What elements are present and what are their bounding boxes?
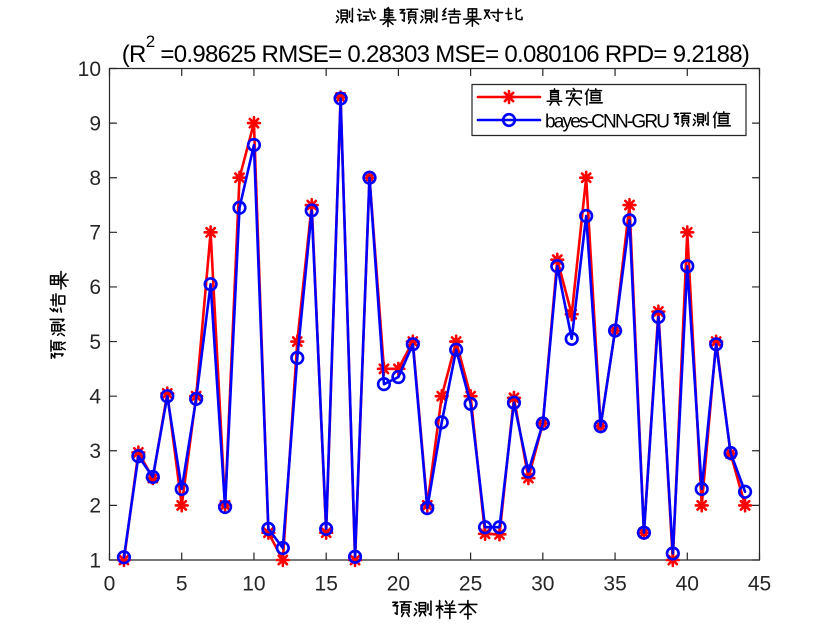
svg-text:5: 5	[176, 573, 188, 596]
svg-text:35: 35	[603, 573, 626, 596]
svg-text:25: 25	[459, 573, 482, 596]
svg-text:7: 7	[89, 222, 101, 245]
svg-text:3: 3	[89, 440, 101, 463]
svg-text:10: 10	[78, 58, 101, 81]
svg-text:bayes-CNN-GRU: bayes-CNN-GRU	[545, 111, 670, 132]
svg-text:5: 5	[89, 331, 101, 354]
svg-text:0: 0	[104, 573, 116, 596]
svg-text:40: 40	[676, 573, 699, 596]
svg-text:6: 6	[89, 276, 101, 299]
svg-text:4: 4	[89, 386, 101, 409]
svg-text:2: 2	[89, 495, 101, 518]
svg-text:30: 30	[531, 573, 554, 596]
svg-text:1: 1	[89, 549, 101, 572]
svg-text:8: 8	[89, 167, 101, 190]
svg-text:20: 20	[387, 573, 410, 596]
svg-text:45: 45	[748, 573, 771, 596]
svg-text:10: 10	[242, 573, 265, 596]
svg-text:9: 9	[89, 112, 101, 135]
svg-text:15: 15	[315, 573, 338, 596]
